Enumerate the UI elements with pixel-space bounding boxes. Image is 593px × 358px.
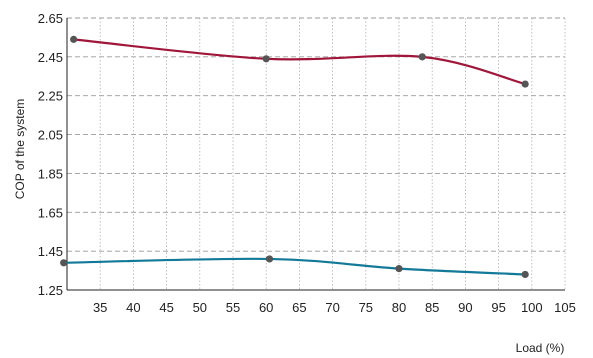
y-tick-label: 2.45 [38,50,63,65]
data-point [521,270,529,279]
y-tick-labels: 1.25 1.45 1.65 1.85 2.05 2.25 2.45 2.65 [38,11,63,298]
data-point [395,265,403,273]
data-point [418,53,426,61]
y-tick-label: 2.65 [38,11,63,26]
series-line-1 [73,38,526,86]
x-tick-label: 60 [259,300,273,315]
x-axis-label: Load (%) [516,341,565,355]
x-tick-label: 55 [226,300,240,315]
y-tick-label: 1.25 [38,283,63,298]
data-point [70,35,78,43]
y-tick-label: 1.85 [38,166,63,181]
y-tick-label: 1.45 [38,244,63,259]
data-point [521,80,529,88]
y-tick-label: 2.05 [38,128,63,143]
y-tick-label: 1.65 [38,205,63,220]
x-tick-label: 80 [392,300,406,315]
grid [67,17,566,291]
data-point [262,55,270,63]
data-point [60,259,68,267]
y-tick-label: 2.25 [38,89,63,104]
data-point [265,255,274,263]
x-tick-label: 65 [292,300,306,315]
y-axis-label: COP of the system [13,99,27,199]
x-tick-label: 90 [458,300,472,315]
x-tick-label: 85 [425,300,439,315]
x-tick-label: 95 [491,300,505,315]
x-tick-label: 50 [193,300,207,315]
x-tick-label: 40 [126,300,140,315]
x-tick-label: 75 [359,300,373,315]
series-line-2 [63,257,526,276]
series-group [60,35,529,279]
x-tick-label: 100 [521,300,543,315]
x-tick-label: 70 [325,300,339,315]
x-tick-label: 45 [159,300,173,315]
x-tick-label: 105 [554,300,576,315]
x-tick-label: 35 [93,300,107,315]
x-tick-labels: 35 40 45 50 55 60 65 70 75 80 85 90 95 100 105 [93,300,576,315]
